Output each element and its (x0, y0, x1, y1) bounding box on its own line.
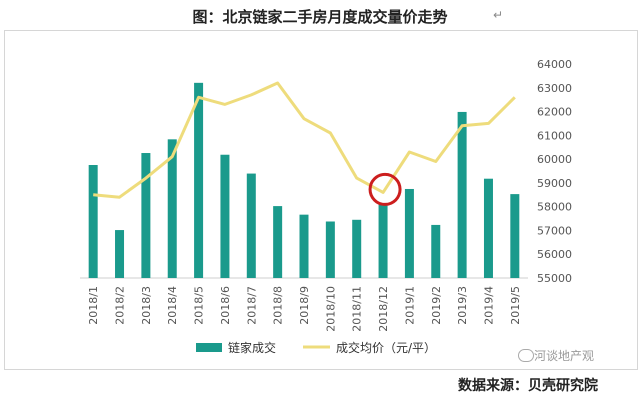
x-tick-label: 2018/4 (166, 286, 179, 325)
x-tick-label: 2019/3 (456, 286, 469, 325)
legend-label-line: 成交均价（元/平） (336, 340, 436, 355)
bar (404, 188, 414, 278)
x-tick-label: 2018/3 (140, 286, 153, 325)
x-tick-label: 2018/7 (245, 286, 258, 325)
x-tick-label: 2019/2 (430, 286, 443, 325)
x-tick-label: 2018/11 (351, 286, 364, 332)
y-right-tick-label: 64000 (537, 58, 572, 71)
price-line (93, 81, 516, 199)
x-tick-label: 2019/5 (509, 286, 522, 325)
data-source: 数据来源：贝壳研究院 (458, 378, 598, 394)
chart-frame (4, 30, 638, 370)
bar (194, 82, 204, 278)
bar (299, 214, 309, 278)
x-tick-label: 2018/6 (219, 286, 232, 325)
bar (483, 178, 493, 278)
y-right-tick-label: 63000 (537, 82, 572, 95)
legend-label-bars: 链家成交 (228, 340, 276, 355)
bar (457, 111, 467, 278)
y-right-tick-label: 57000 (537, 224, 572, 237)
bar (88, 165, 98, 278)
x-tick-label: 2018/1 (87, 286, 100, 325)
y-right-tick-label: 58000 (537, 201, 572, 214)
bar (115, 230, 125, 278)
watermark: 河谈地产观 (534, 349, 595, 363)
x-tick-label: 2018/10 (324, 286, 337, 332)
bar (273, 206, 283, 278)
bar (378, 204, 388, 278)
wechat-icon (518, 349, 534, 362)
bar (220, 154, 230, 278)
bar (167, 139, 177, 278)
y-right-tick-label: 55000 (537, 272, 572, 285)
bar (325, 221, 335, 278)
x-tick-label: 2018/12 (377, 286, 390, 332)
x-tick-label: 2018/5 (193, 286, 206, 325)
return-mark: ↵ (493, 8, 504, 22)
bar (352, 219, 362, 278)
bar (510, 194, 520, 278)
x-tick-label: 2018/8 (272, 286, 285, 325)
highlight-circle (368, 172, 402, 206)
y-right-tick-label: 62000 (537, 106, 572, 119)
legend-swatch-bars (196, 343, 222, 352)
bar (246, 173, 256, 278)
y-right-tick-label: 56000 (537, 248, 572, 261)
y-right-tick-label: 60000 (537, 153, 572, 166)
y-right-tick-label: 61000 (537, 129, 572, 142)
x-tick-label: 2019/4 (482, 286, 495, 325)
chart-title: 图：北京链家二手房月度成交量价走势 (192, 8, 448, 26)
x-tick-label: 2018/9 (298, 286, 311, 325)
bar (141, 153, 151, 278)
y-right-tick-label: 59000 (537, 177, 572, 190)
x-tick-label: 2019/1 (403, 286, 416, 325)
bar (431, 224, 441, 278)
x-tick-label: 2018/2 (114, 286, 127, 325)
